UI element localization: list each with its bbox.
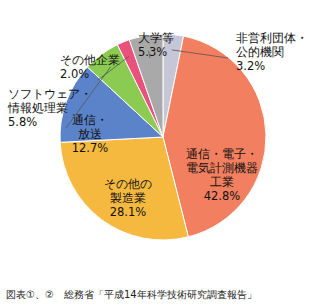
value-label: 5.8% <box>8 115 37 129</box>
leader-line <box>148 51 150 58</box>
value-label: 3.2% <box>236 59 265 73</box>
slice <box>60 137 188 240</box>
value-label: 12.7% <box>72 141 109 155</box>
value-label: 2.0% <box>60 67 89 81</box>
slice-label: その他企業 <box>60 53 120 67</box>
slice-label: 大学等 <box>138 31 174 45</box>
labels: 非営利団体・公的機関3.2% 通信・電子・電気計測機器工業42.8% その他の製造業… <box>7 31 308 219</box>
slice-label: その他の製造業 <box>104 177 152 205</box>
value-label: 28.1% <box>110 205 147 219</box>
slices <box>60 34 266 240</box>
caption: 図表①、② 総務省「平成14年科学技術研究調査報告」 <box>6 289 257 300</box>
slice-label: 非営利団体・公的機関 <box>236 31 308 59</box>
slice-label: 通信・放送 <box>72 113 108 141</box>
value-label: 5.3% <box>138 45 167 59</box>
slice-label: 通信・電子・電気計測機器工業 <box>186 147 258 189</box>
value-label: 42.8% <box>204 189 241 203</box>
leader-line <box>98 56 129 80</box>
leader-line <box>172 50 228 58</box>
chart: 非営利団体・公的機関3.2% 通信・電子・電気計測機器工業42.8% その他の製造業… <box>0 0 324 306</box>
slice-label: ソフトウェア・情報処理業 <box>7 87 92 115</box>
